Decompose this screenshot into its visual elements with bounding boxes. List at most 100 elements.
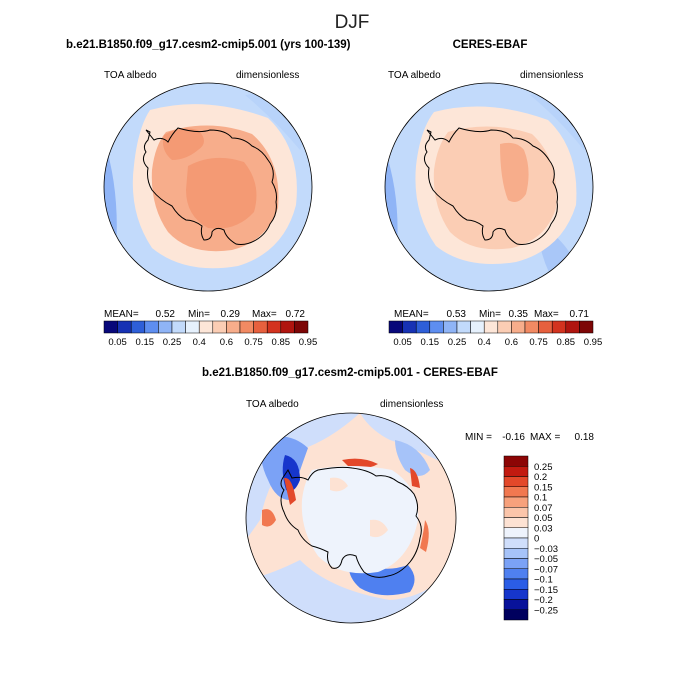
- panel-obs-units-label: dimensionless: [520, 70, 583, 81]
- panel-diff-colorbar-tick-label: −0.1: [534, 575, 553, 586]
- panel-model-colorbar-swatch: [144, 320, 159, 334]
- panel-diff-variable-label: TOA albedo: [246, 399, 299, 410]
- panel-diff-min-label: MIN =: [465, 432, 492, 443]
- panel-obs-coastline: [423, 127, 558, 245]
- panel-diff-colorbar-swatch: [503, 537, 529, 549]
- panel-model-colorbar: 0.05 0.15 0.25 0.4 0.6 0.75 0.85 0.95: [103, 320, 318, 348]
- panel-obs-colorbar: 0.05 0.15 0.25 0.4 0.6 0.75 0.85 0.95: [388, 320, 603, 348]
- panel-obs-colorbar-tick-label: 0.4: [478, 337, 491, 348]
- panel-obs-colorbar-tick-label: 0.6: [505, 337, 518, 348]
- panel-obs: CERES-EBAF TOA albedo dimensionless MEAN…: [384, 39, 603, 348]
- panel-model-colorbar-tick-label: 0.4: [193, 337, 206, 348]
- panel-diff-colorbar-tick-label: 0.15: [534, 482, 553, 493]
- panel-diff-colorbar-tick-label: 0.05: [534, 513, 553, 524]
- panel-obs-colorbar-tick-label: 0.15: [421, 337, 440, 348]
- panel-obs-mean-value: 0.53: [447, 309, 467, 320]
- panel-obs-colorbar-swatch: [456, 320, 471, 334]
- panel-model-colorbar-swatch: [239, 320, 254, 334]
- panel-diff-colorbar-swatch: [503, 486, 529, 498]
- panel-obs-colorbar-swatch: [415, 320, 431, 334]
- panel-obs-colorbar-swatch: [388, 320, 403, 334]
- panel-model-colorbar-tick-label: 0.6: [220, 337, 233, 348]
- panel-model-units-label: dimensionless: [236, 70, 299, 81]
- panel-diff-min-value: -0.16: [502, 432, 525, 443]
- panel-diff-colorbar-tick-label: −0.05: [534, 554, 558, 565]
- panel-model-max-label: Max=: [252, 309, 277, 320]
- panel-diff-colorbar-tick-label: −0.15: [534, 585, 558, 596]
- panel-obs-min-value: 0.35: [509, 309, 529, 320]
- panel-diff-colorbar-tick-label: −0.25: [534, 605, 558, 616]
- panel-model-colorbar-swatch: [198, 320, 214, 334]
- panel-diff-colorbar-tick-label: 0.25: [534, 462, 553, 473]
- panel-obs-colorbar-tick-label: 0.25: [448, 337, 467, 348]
- panel-model-map: [104, 83, 312, 291]
- panel-diff-units-label: dimensionless: [380, 399, 443, 410]
- panel-obs-colorbar-swatch: [443, 320, 458, 334]
- panel-model-mean-value: 0.52: [156, 309, 176, 320]
- panel-model-colorbar-swatch: [212, 320, 227, 334]
- panel-diff-coastline: [280, 466, 422, 578]
- panel-diff-colorbar-swatch: [503, 568, 529, 580]
- panel-diff-map: [246, 413, 456, 623]
- panel-obs-colorbar-tick-label: 0.95: [584, 337, 603, 348]
- figure-title: DJF: [335, 12, 370, 33]
- panel-diff-colorbar-tick-label: −0.2: [534, 595, 553, 606]
- panel-model-colorbar-swatch: [226, 320, 241, 334]
- panel-obs-min-label: Min=: [479, 309, 501, 320]
- panel-obs-colorbar-tick-label: 0.05: [393, 337, 412, 348]
- panel-diff-colorbar-swatch: [503, 455, 529, 467]
- panel-obs-colorbar-swatch: [565, 320, 580, 334]
- panel-obs-colorbar-swatch: [511, 320, 526, 334]
- panel-model-colorbar-swatch: [171, 320, 186, 334]
- panel-obs-max-label: Max=: [534, 309, 559, 320]
- panel-diff-colorbar-swatch: [503, 548, 529, 559]
- panel-diff-colorbar-tick-label: 0.2: [534, 472, 547, 483]
- panel-model-colorbar-swatch: [185, 320, 200, 334]
- panel-obs-colorbar-swatch: [551, 320, 567, 334]
- panel-obs-colorbar-swatch: [579, 320, 594, 334]
- panel-obs-colorbar-tick-label: 0.85: [557, 337, 576, 348]
- panel-diff-colorbar-swatch: [503, 599, 529, 610]
- panel-diff-colorbar-tick-label: 0: [534, 534, 539, 545]
- panel-model-title: b.e21.B1850.f09_g17.cesm2-cmip5.001 (yrs…: [66, 39, 351, 51]
- panel-diff-colorbar-tick-label: 0.1: [534, 493, 547, 504]
- panel-obs-colorbar-swatch: [470, 320, 485, 334]
- panel-diff-colorbar-swatch: [503, 527, 529, 539]
- panel-diff-colorbar-tick-label: −0.07: [534, 564, 558, 575]
- panel-obs-mean-label: MEAN=: [394, 309, 429, 320]
- panel-obs-map-border: [384, 82, 594, 292]
- panel-model-colorbar-tick-label: 0.85: [272, 337, 291, 348]
- panel-obs-colorbar-tick-label: 0.75: [529, 337, 548, 348]
- panel-diff-colorbar-tick-label: −0.03: [534, 544, 558, 555]
- panel-model-variable-label: TOA albedo: [104, 70, 157, 81]
- panel-diff-colorbar-tick-label: 0.03: [534, 523, 553, 534]
- panel-model-map-border: [103, 82, 313, 292]
- panel-model-coastline: [142, 127, 277, 245]
- panel-diff-colorbar: 0.250.20.150.10.070.050.030−0.03−0.05−0.…: [503, 455, 558, 621]
- panel-model-mean-label: MEAN=: [104, 309, 139, 320]
- panel-diff-map-border: [245, 412, 457, 624]
- panel-obs-colorbar-swatch: [497, 320, 512, 334]
- panel-model-colorbar-swatch: [130, 320, 146, 334]
- panel-obs-map: [385, 83, 593, 291]
- panel-diff-max-value: 0.18: [575, 432, 595, 443]
- panel-model-colorbar-swatch: [253, 320, 268, 334]
- panel-diff-colorbar-swatch: [503, 578, 529, 590]
- panel-diff-max-label: MAX =: [530, 432, 560, 443]
- panel-obs-max-value: 0.71: [570, 309, 590, 320]
- panel-diff-colorbar-tick-label: 0.07: [534, 503, 553, 514]
- panel-model-colorbar-tick-label: 0.75: [244, 337, 263, 348]
- panel-diff-title: b.e21.B1850.f09_g17.cesm2-cmip5.001 - CE…: [202, 367, 498, 379]
- panel-diff-colorbar-swatch: [503, 476, 529, 487]
- panel-model-min-value: 0.29: [221, 309, 241, 320]
- panel-model-colorbar-tick-label: 0.95: [299, 337, 318, 348]
- panel-model-max-value: 0.72: [286, 309, 306, 320]
- panel-model-colorbar-swatch: [294, 320, 309, 334]
- panel-model-colorbar-tick-label: 0.25: [163, 337, 182, 348]
- panel-model-colorbar-swatch: [158, 320, 173, 334]
- panel-model-colorbar-swatch: [103, 320, 118, 334]
- panel-model-colorbar-swatch: [266, 320, 282, 334]
- panel-model-colorbar-tick-label: 0.15: [136, 337, 155, 348]
- panel-model-min-label: Min=: [188, 309, 210, 320]
